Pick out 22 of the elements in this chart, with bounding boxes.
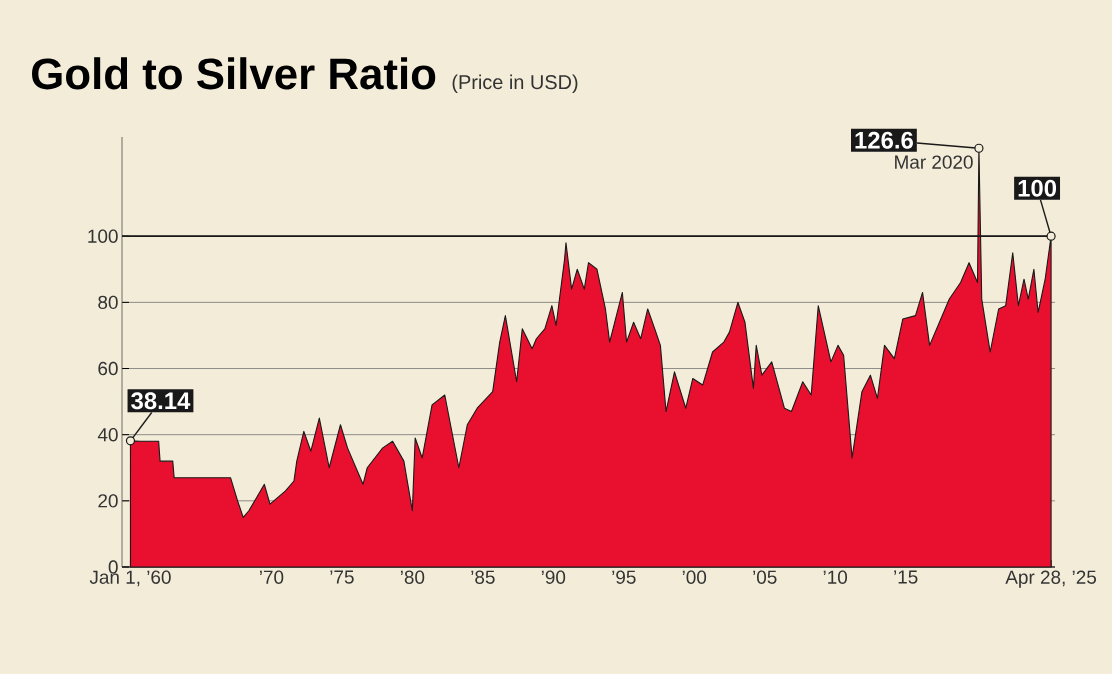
x-tick-label: ’95 (612, 570, 636, 584)
x-tick-label: ’75 (330, 570, 354, 584)
x-tick-label: ’00 (682, 570, 707, 584)
x-tick-label: ’80 (400, 570, 425, 584)
x-tick-label: ’10 (823, 570, 848, 584)
annotation: 100 (1018, 179, 1057, 197)
y-tick-label: 100 (88, 229, 118, 243)
annotation: 126.6 (855, 131, 913, 149)
annotation: 38.14 (131, 392, 191, 410)
chart-title: Gold to Silver Ratio (32, 57, 436, 90)
y-tick-label: 40 (97, 427, 118, 442)
chart-subtitle: (Price in USD) (452, 74, 578, 94)
x-tick-label: ’05 (753, 570, 777, 584)
x-tick-label: ’15 (894, 570, 918, 584)
x-tick-label: Apr 28, ’25 (1005, 570, 1097, 588)
y-tick-label: 60 (98, 361, 118, 376)
x-tick-label: ’70 (259, 570, 284, 584)
y-tick-label: 80 (98, 295, 118, 310)
annotation: Mar 2020 (895, 155, 973, 169)
y-tick-label: 20 (98, 494, 118, 508)
x-tick-label: ’85 (471, 570, 495, 584)
x-tick-label: ’90 (541, 570, 566, 584)
